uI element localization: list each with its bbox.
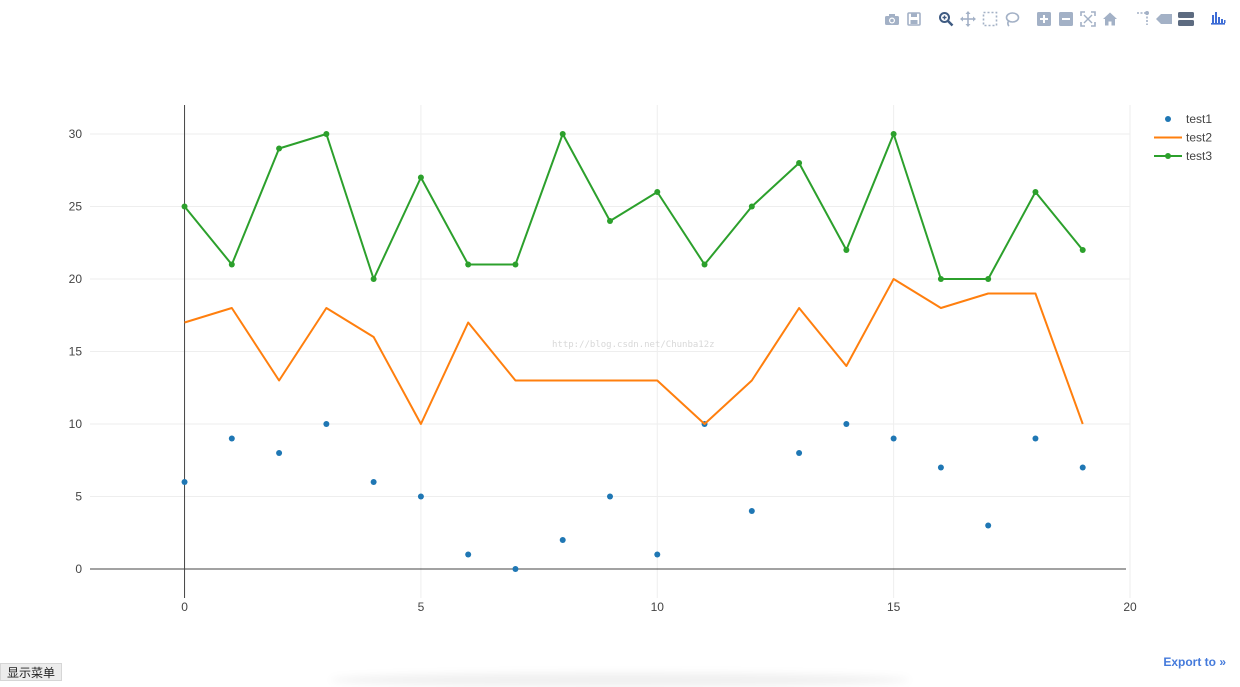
data-point-test3[interactable] — [323, 131, 330, 137]
data-point-test1[interactable] — [654, 551, 661, 558]
modebar-group-3 — [1132, 9, 1196, 29]
show-menu-button[interactable]: 显示菜单 — [0, 663, 63, 681]
pan-icon[interactable] — [958, 9, 978, 29]
modebar-group-4 — [1208, 9, 1228, 29]
legend-symbol-marker — [1165, 116, 1171, 122]
data-point-test1[interactable] — [607, 493, 613, 500]
zoom-in-icon[interactable] — [1034, 9, 1054, 29]
camera-icon[interactable] — [882, 9, 902, 29]
data-point-test3[interactable] — [654, 189, 661, 195]
box-select-icon[interactable] — [980, 9, 1000, 29]
data-point-test3[interactable] — [796, 160, 803, 166]
data-point-test1[interactable] — [512, 566, 519, 572]
data-point-test1[interactable] — [370, 479, 377, 485]
x-tick-label: 5 — [418, 600, 425, 614]
data-point-test3[interactable] — [370, 276, 377, 282]
series-line-test3 — [183, 133, 1084, 280]
zoom-icon[interactable] — [936, 9, 956, 29]
data-point-test3[interactable] — [512, 261, 519, 268]
data-point-test1[interactable] — [890, 435, 897, 442]
legend-item-test2[interactable]: test2 — [1154, 131, 1212, 145]
reset-axes-icon[interactable] — [1100, 9, 1120, 29]
legend-label: test1 — [1186, 112, 1212, 126]
legend[interactable]: test1 test2 test3 — [1154, 112, 1212, 163]
y-tick-label: 10 — [69, 417, 83, 431]
series-line-test2 — [184, 278, 1084, 425]
data-point-test1[interactable] — [937, 464, 944, 471]
legend-label: test2 — [1186, 131, 1212, 145]
y-tick-label: 25 — [69, 200, 83, 214]
series-layer — [181, 131, 1086, 572]
save-icon[interactable] — [904, 9, 924, 29]
data-point-test3[interactable] — [417, 174, 424, 181]
data-point-test1[interactable] — [1032, 435, 1039, 442]
autoscale-icon[interactable] — [1078, 9, 1098, 29]
data-point-test1[interactable] — [276, 450, 283, 456]
x-tick-label: 0 — [181, 600, 188, 614]
data-point-test1[interactable] — [465, 551, 472, 558]
y-tick-label: 5 — [75, 490, 82, 504]
x-tick-label: 10 — [651, 600, 665, 614]
legend-item-test3[interactable]: test3 — [1154, 149, 1212, 163]
data-point-test3[interactable] — [985, 276, 992, 282]
data-point-test3[interactable] — [890, 131, 897, 137]
data-point-test3[interactable] — [748, 203, 755, 210]
modebar — [876, 8, 1228, 30]
modebar-group-0 — [882, 9, 924, 29]
data-point-test3[interactable] — [843, 247, 850, 253]
watermark-text: http://blog.csdn.net/Chunba12z — [552, 340, 715, 350]
data-point-test1[interactable] — [559, 537, 566, 543]
grid-layer — [90, 105, 1131, 598]
modebar-group-2 — [1034, 9, 1120, 29]
data-point-test1[interactable] — [323, 421, 330, 427]
data-point-test1[interactable] — [843, 421, 850, 427]
data-point-test3[interactable] — [701, 261, 708, 268]
legend-item-test1[interactable]: test1 — [1165, 112, 1212, 126]
data-point-test1[interactable] — [748, 508, 755, 514]
data-point-test3[interactable] — [1032, 189, 1039, 195]
modebar-group-1 — [936, 9, 1022, 29]
spike-lines-icon[interactable] — [1132, 9, 1152, 29]
x-tick-label: 20 — [1123, 600, 1137, 614]
y-tick-label: 30 — [69, 127, 83, 141]
data-point-test3[interactable] — [607, 218, 613, 224]
data-point-test3[interactable] — [181, 203, 188, 210]
data-point-test1[interactable] — [181, 479, 188, 485]
data-point-test3[interactable] — [937, 276, 944, 282]
bottom-shadow — [330, 673, 910, 687]
axis-layer: 0 5 10 15 20 0 5 10 15 20 25 30 — [69, 105, 1137, 614]
x-tick-label: 15 — [887, 600, 901, 614]
hover-compare-icon[interactable] — [1176, 9, 1196, 29]
y-tick-label: 20 — [69, 272, 83, 286]
legend-label: test3 — [1186, 149, 1212, 163]
data-point-test3[interactable] — [228, 261, 235, 268]
y-tick-label: 15 — [69, 345, 83, 359]
lasso-select-icon[interactable] — [1002, 9, 1022, 29]
data-point-test1[interactable] — [796, 450, 803, 456]
data-point-test1[interactable] — [985, 522, 992, 529]
zoom-out-icon[interactable] — [1056, 9, 1076, 29]
data-point-test1[interactable] — [228, 435, 235, 442]
export-link[interactable]: Export to » — [1163, 655, 1226, 669]
hover-closest-icon[interactable] — [1154, 9, 1174, 29]
legend-symbol-marker — [1165, 153, 1171, 159]
data-point-test3[interactable] — [1079, 247, 1086, 253]
data-point-test3[interactable] — [276, 145, 283, 152]
y-tick-label: 0 — [75, 562, 82, 576]
plotly-logo-icon[interactable] — [1208, 9, 1228, 29]
data-point-test3[interactable] — [465, 261, 472, 268]
data-point-test1[interactable] — [1079, 464, 1086, 471]
data-point-test3[interactable] — [559, 131, 566, 137]
data-point-test1[interactable] — [417, 493, 424, 500]
